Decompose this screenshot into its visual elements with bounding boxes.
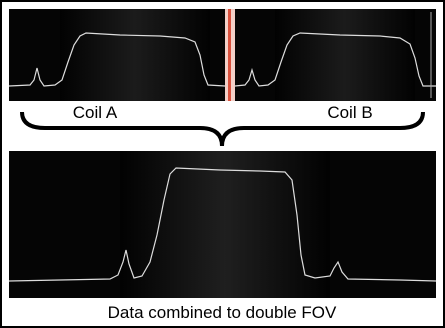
coil-b-glow — [275, 9, 415, 101]
caption: Data combined to double FOV — [108, 303, 337, 322]
coil-b-label: Coil B — [327, 103, 372, 122]
separator-line — [228, 9, 231, 101]
coil-a-label: Coil A — [73, 103, 118, 122]
coil-a-glow — [60, 9, 210, 101]
figure: Coil A Coil B Data combined to double FO… — [0, 0, 445, 328]
page: Coil A Coil B Data combined to double FO… — [0, 0, 445, 328]
